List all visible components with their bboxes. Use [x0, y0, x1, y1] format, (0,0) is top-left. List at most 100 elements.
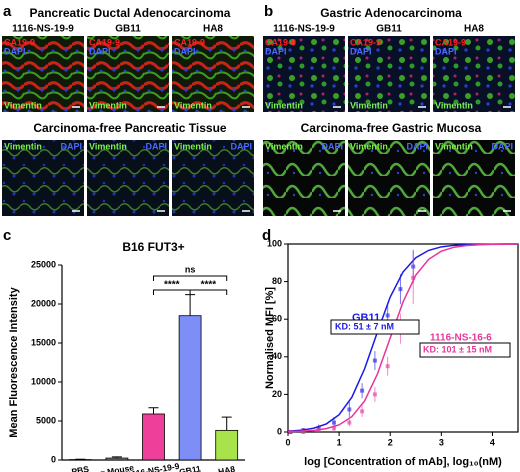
data-point [398, 287, 403, 292]
data-point [332, 420, 336, 425]
panel-label: a [3, 3, 12, 20]
stain-label: Vimentin [4, 100, 42, 110]
data-point [360, 388, 365, 393]
bar [105, 457, 129, 461]
stain-label: Vimentin [174, 141, 212, 151]
chart-title: B16 FUT3+ [122, 240, 184, 254]
data-point [301, 430, 306, 434]
x-tick-label: 1 [337, 437, 342, 447]
x-tick-label: 1116-NS-19-9 [127, 461, 181, 472]
stain-label: Vimentin [265, 141, 303, 151]
bar [215, 429, 239, 461]
stain-label: DAPI [406, 141, 428, 151]
y-tick-label: 40 [272, 351, 282, 361]
stain-label: CA19-9 [435, 37, 466, 47]
legend-label: 1116-NS-16-6 [430, 333, 492, 344]
micrograph [172, 140, 254, 216]
y-tick-label: 60 [272, 314, 282, 324]
stain-label: DAPI [230, 141, 252, 151]
panel-label: d [262, 227, 271, 244]
micrograph [87, 36, 169, 112]
stain-label: Vimentin [435, 141, 473, 151]
plot-frame [287, 243, 519, 433]
kd-box [419, 342, 511, 358]
data-point [372, 358, 377, 363]
micrograph [172, 36, 254, 112]
stain-label: CA19-9 [89, 37, 120, 47]
x-axis-label: log [Concentration of mAb], log₁₀(nM) [304, 456, 502, 468]
data-point [372, 392, 377, 397]
stain-label: CA19-9 [174, 37, 205, 47]
y-axis-label: Mean Fluorescence Intensity [8, 286, 20, 437]
column-label: HA8 [464, 24, 484, 35]
data-point [360, 409, 365, 414]
stain-label: CA19-9 [350, 37, 381, 47]
stain-label: DAPI [89, 46, 111, 56]
column-label: 1116-NS-19-9 [273, 24, 335, 35]
kd-label: KD: 101 ± 15 nM [423, 344, 492, 354]
micrograph [433, 140, 515, 216]
stain-label: DAPI [321, 141, 343, 151]
stain-label: Vimentin [265, 100, 303, 110]
y-tick-label: 25000 [31, 259, 56, 269]
stain-label: DAPI [435, 46, 457, 56]
panel-label: c [3, 227, 11, 244]
stain-label: Vimentin [89, 100, 127, 110]
micrograph [433, 36, 515, 112]
significance: ns [185, 264, 196, 274]
stain-label: Vimentin [4, 141, 42, 151]
x-tick-label: GB11 [178, 463, 201, 472]
x-tick-label: α Mouse [99, 462, 135, 472]
data-point [288, 430, 293, 434]
data-point [316, 428, 321, 433]
x-tick-label: 4 [490, 437, 495, 447]
micrograph [348, 36, 430, 112]
data-point [332, 426, 336, 431]
stain-label: DAPI [145, 141, 167, 151]
data-point [411, 275, 416, 280]
panel-subtitle: Carcinoma-free Pancreatic Tissue [33, 121, 227, 135]
micrograph [2, 140, 84, 216]
x-tick-label: HA8 [217, 464, 236, 472]
significance: **** [201, 280, 217, 291]
micrograph [263, 140, 345, 216]
y-tick-label: 15000 [31, 337, 56, 347]
bracket [153, 275, 228, 281]
column-label: HA8 [203, 24, 223, 35]
column-label: GB11 [115, 24, 141, 35]
stain-label: Vimentin [174, 100, 212, 110]
stain-label: DAPI [491, 141, 513, 151]
fit-curve [287, 243, 519, 433]
y-tick-label: 0 [277, 426, 282, 436]
bar [178, 315, 202, 461]
micrograph [263, 36, 345, 112]
panel-subtitle: Carcinoma-free Gastric Mucosa [301, 121, 482, 135]
y-tick-label: 0 [51, 454, 56, 464]
x-tick-label: PBS [71, 464, 90, 472]
data-point [385, 313, 390, 318]
bracket [153, 289, 228, 295]
stain-label: DAPI [174, 46, 196, 56]
stain-label: Vimentin [350, 141, 388, 151]
stain-label: CA19-9 [265, 37, 296, 47]
y-tick-label: 100 [267, 238, 282, 248]
significance: **** [164, 280, 180, 291]
y-tick-label: 80 [272, 276, 282, 286]
x-tick-label: 3 [439, 437, 444, 447]
y-tick-label: 20000 [31, 298, 56, 308]
stain-label: Vimentin [350, 100, 388, 110]
panel-title: Pancreatic Ductal Adenocarcinoma [30, 6, 231, 20]
stain-label: Vimentin [435, 100, 473, 110]
bar [142, 413, 165, 461]
x-tick-label: 0 [285, 437, 290, 447]
stain-label: DAPI [60, 141, 82, 151]
y-tick-label: 5000 [36, 415, 56, 425]
y-tick-label: 10000 [31, 376, 56, 386]
stain-label: DAPI [4, 46, 26, 56]
column-label: GB11 [376, 24, 402, 35]
micrograph [348, 140, 430, 216]
stain-label: Vimentin [89, 141, 127, 151]
y-tick-label: 20 [272, 389, 282, 399]
micrograph [87, 140, 169, 216]
